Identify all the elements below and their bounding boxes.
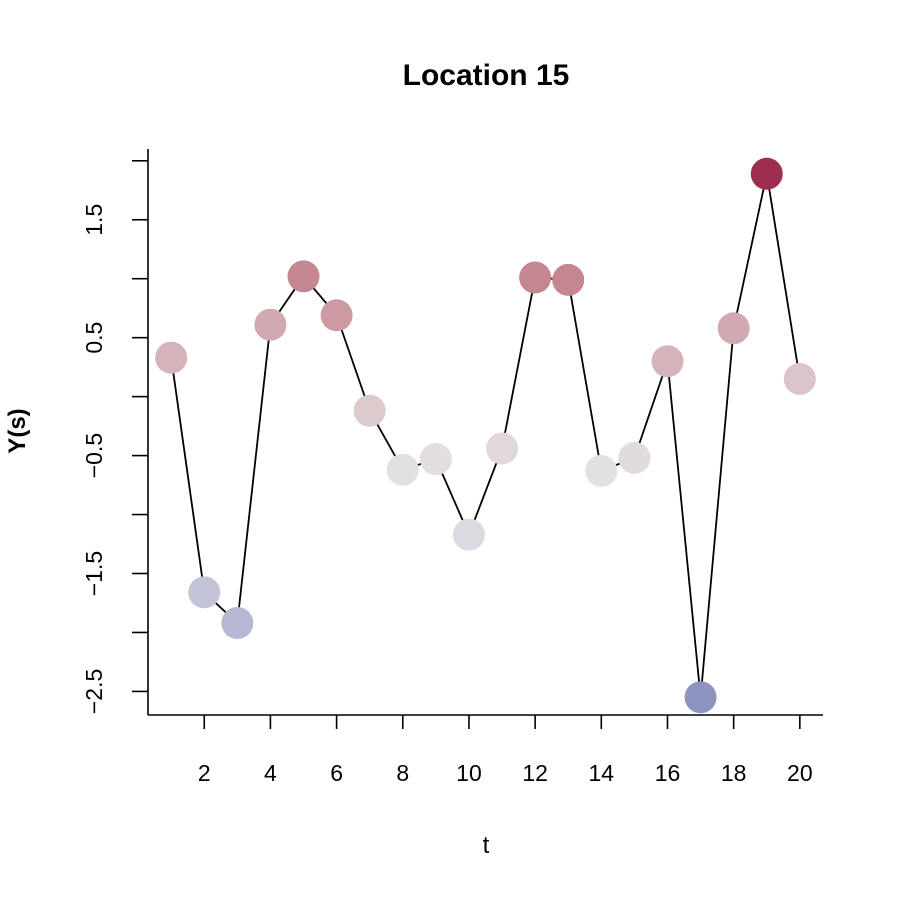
data-point xyxy=(320,299,353,332)
data-point xyxy=(552,263,585,296)
data-point xyxy=(750,157,783,190)
x-tick-label: 18 xyxy=(721,760,747,786)
x-tick-label: 8 xyxy=(396,760,409,786)
data-point xyxy=(651,345,684,378)
y-tick-label: 1.5 xyxy=(81,204,107,236)
x-tick-label: 4 xyxy=(264,760,277,786)
data-point xyxy=(585,454,618,487)
data-point xyxy=(221,607,254,640)
x-tick-label: 6 xyxy=(330,760,343,786)
x-tick-label: 10 xyxy=(456,760,482,786)
data-point xyxy=(684,681,717,714)
data-series xyxy=(170,173,801,698)
data-point xyxy=(353,394,386,427)
y-tick-label: −0.5 xyxy=(81,433,107,478)
y-axis-label: Y(s) xyxy=(4,408,31,453)
data-point xyxy=(783,362,816,395)
chart-title: Location 15 xyxy=(403,59,570,92)
data-point xyxy=(254,308,287,341)
data-point xyxy=(486,432,519,465)
data-point xyxy=(386,453,419,486)
axes: 2 4 6 8 10 12 14 16 18 20 −2.5 −1.5 −0.5 0.5 1.5 xyxy=(81,149,823,786)
x-tick-label: 20 xyxy=(787,760,813,786)
series-line xyxy=(170,173,801,698)
data-point xyxy=(188,576,221,609)
x-axis-label: t xyxy=(483,832,490,859)
data-point xyxy=(287,260,320,293)
x-tick-label: 16 xyxy=(655,760,681,786)
data-point xyxy=(419,443,452,476)
y-tick-label: 0.5 xyxy=(81,322,107,354)
y-tick-label: −1.5 xyxy=(81,551,107,596)
y-tick-label: −2.5 xyxy=(81,669,107,714)
data-point xyxy=(452,518,485,551)
data-point xyxy=(155,341,188,374)
data-point xyxy=(618,441,651,474)
x-tick-label: 14 xyxy=(589,760,615,786)
x-tick-label: 2 xyxy=(198,760,211,786)
data-point xyxy=(717,312,750,345)
x-tick-label: 12 xyxy=(522,760,548,786)
data-points xyxy=(155,157,816,714)
data-point xyxy=(519,261,552,294)
